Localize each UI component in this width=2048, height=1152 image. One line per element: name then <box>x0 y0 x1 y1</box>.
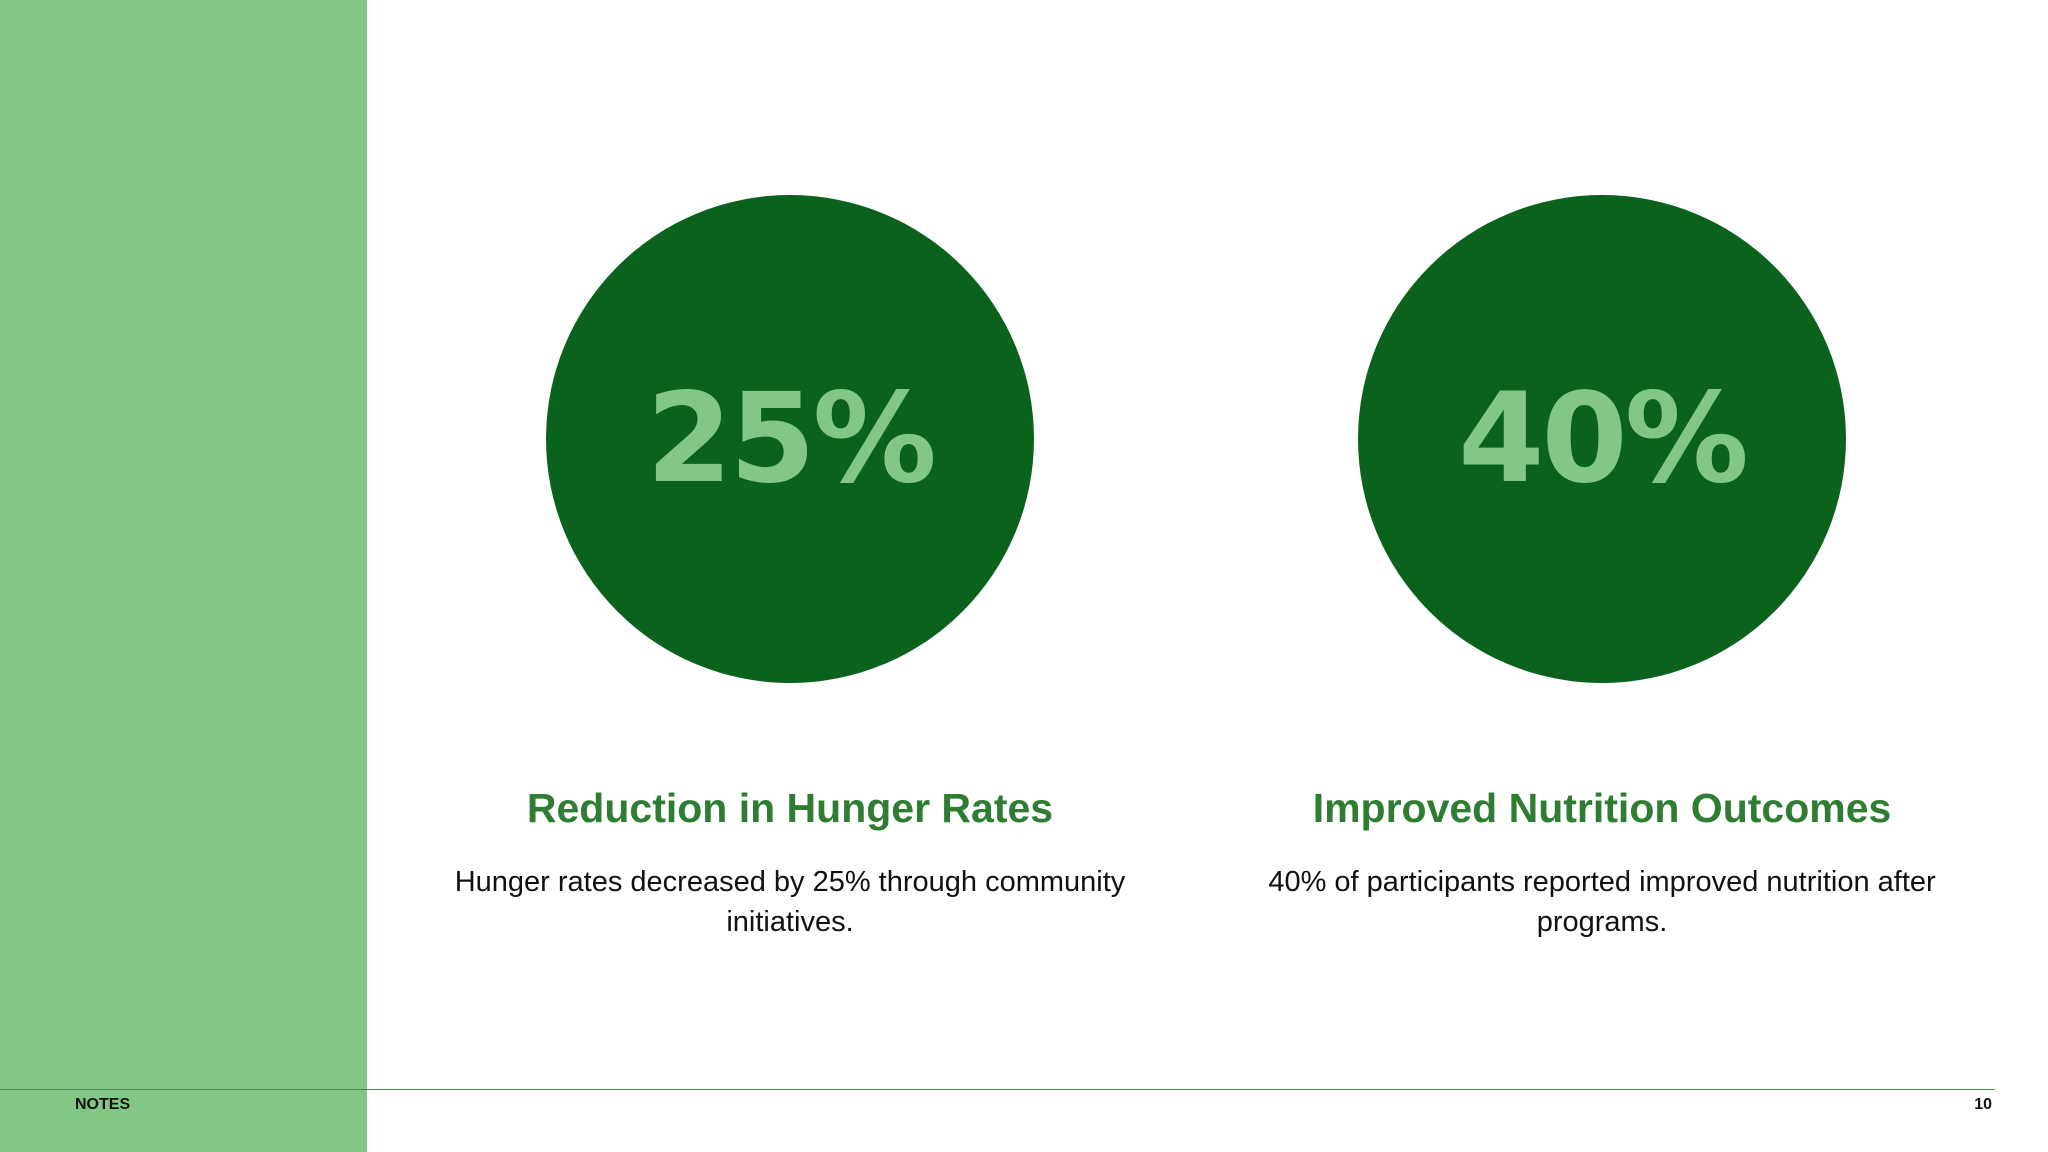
stat-card-hunger: 25% Reduction in Hunger Rates Hunger rat… <box>410 0 1170 960</box>
stat-heading: Reduction in Hunger Rates <box>526 785 1054 831</box>
stat-description: 40% of participants reported improved nu… <box>1268 866 1936 938</box>
stat-value: 40% <box>1458 367 1749 511</box>
stat-circle: 40% <box>1358 195 1846 683</box>
footer-divider <box>0 1089 1995 1090</box>
stat-description: Hunger rates decreased by 25% through co… <box>454 866 1126 938</box>
stat-card-nutrition: 40% Improved Nutrition Outcomes 40% of p… <box>1222 0 1982 960</box>
stat-heading: Improved Nutrition Outcomes <box>1312 785 1892 831</box>
stat-circle: 25% <box>546 195 1034 683</box>
left-color-panel <box>0 0 367 1152</box>
notes-label[interactable]: NOTES <box>75 1096 131 1113</box>
stat-value: 25% <box>646 367 937 511</box>
page-number: 10 <box>1974 1096 1992 1113</box>
